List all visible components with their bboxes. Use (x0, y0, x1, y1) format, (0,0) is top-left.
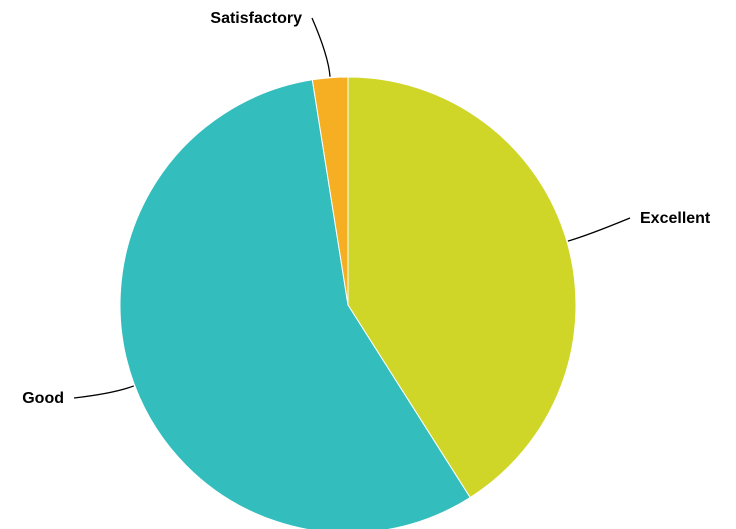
slice-label-good: Good (22, 390, 64, 407)
pie-slices (119, 76, 577, 529)
leader-line-satisfactory (311, 17, 331, 77)
pie-slice-good (119, 79, 471, 529)
pie-slice-excellent (347, 76, 577, 499)
leader-line-excellent (567, 217, 631, 242)
slice-labels: Excellent Good Satisfactory (22, 10, 711, 407)
leader-lines (73, 17, 631, 399)
slice-label-excellent: Excellent (640, 210, 711, 227)
slice-label-satisfactory: Satisfactory (210, 10, 302, 27)
leader-line-good (73, 385, 135, 399)
pie-slice-satisfactory (311, 76, 349, 306)
